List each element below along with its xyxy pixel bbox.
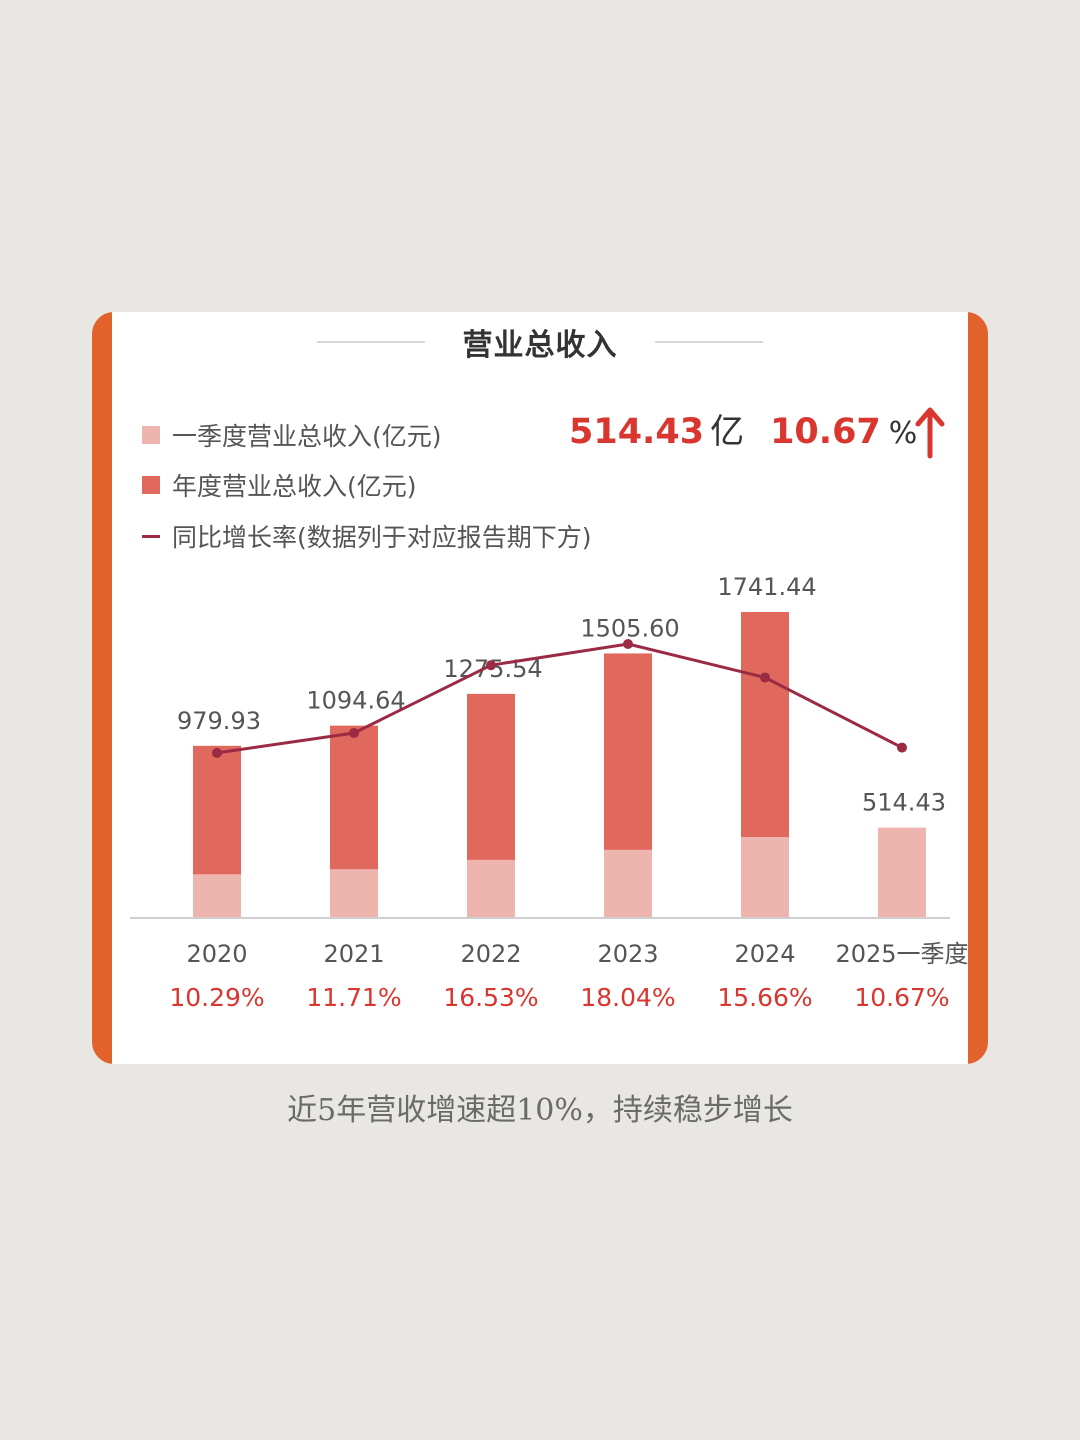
legend-item-growth: 同比增长率(数据列于对应报告期下方) xyxy=(142,518,592,554)
revenue-chart: 979.931094.641275.541505.601741.44514.43… xyxy=(130,573,968,1012)
headline-summary: 514.43 亿 10.67 % xyxy=(569,404,917,452)
growth-point-2023 xyxy=(623,639,633,649)
growth-label-2022: 16.53% xyxy=(443,983,538,1012)
bar-q1-2021 xyxy=(330,869,378,918)
growth-point-2022 xyxy=(486,660,496,671)
headline-pct-unit: % xyxy=(888,416,918,451)
chart-card-body: 营业总收入 一季度营业总收入(亿元) 年度营业总收入(亿元) 同比增长率(数据列… xyxy=(112,312,968,1064)
growth-label-2025一季度: 10.67% xyxy=(854,983,949,1012)
growth-point-2025一季度 xyxy=(897,742,907,753)
x-label-2025一季度: 2025一季度 xyxy=(835,940,968,968)
legend-swatch-q1 xyxy=(142,426,160,444)
x-label-2024: 2024 xyxy=(734,940,795,968)
x-label-2020: 2020 xyxy=(186,940,247,968)
bar-q1-2020 xyxy=(193,874,241,918)
legend-item-annual: 年度营业总收入(亿元) xyxy=(142,467,417,503)
up-arrow-icon xyxy=(915,407,945,459)
value-label-2020: 979.93 xyxy=(177,707,261,735)
bar-q1-2024 xyxy=(741,836,789,918)
headline-value-unit: 亿 xyxy=(710,412,745,452)
x-label-2022: 2022 xyxy=(460,940,521,968)
growth-point-2024 xyxy=(760,672,770,683)
chart-card: 营业总收入 一季度营业总收入(亿元) 年度营业总收入(亿元) 同比增长率(数据列… xyxy=(92,312,988,1064)
bar-q1-2022 xyxy=(467,859,515,918)
value-label-2021: 1094.64 xyxy=(306,687,405,715)
value-label-2023: 1505.60 xyxy=(580,614,679,642)
legend-swatch-annual xyxy=(142,476,160,494)
caption: 近5年营收增速超10%，持续稳步增长 xyxy=(287,1093,793,1128)
value-label-2024: 1741.44 xyxy=(717,573,816,601)
growth-label-2023: 18.04% xyxy=(580,983,675,1012)
title-divider-right xyxy=(655,341,763,343)
chart-title: 营业总收入 xyxy=(462,328,618,363)
legend-label-q1: 一季度营业总收入(亿元) xyxy=(172,422,442,451)
x-label-2023: 2023 xyxy=(597,940,658,968)
legend-label-annual: 年度营业总收入(亿元) xyxy=(172,472,417,501)
growth-point-2021 xyxy=(349,727,359,738)
legend-item-q1: 一季度营业总收入(亿元) xyxy=(142,417,442,453)
growth-point-2020 xyxy=(212,747,222,758)
headline-value: 514.43 xyxy=(569,412,705,452)
growth-label-2020: 10.29% xyxy=(169,983,264,1012)
legend-swatch-growth xyxy=(142,534,160,538)
x-label-2021: 2021 xyxy=(323,940,384,968)
title-divider-left xyxy=(317,341,425,343)
headline-pct: 10.67 xyxy=(770,412,881,452)
bar-q1-2023 xyxy=(604,849,652,918)
value-label-2025一季度: 514.43 xyxy=(862,789,946,817)
growth-rate-line xyxy=(216,642,903,755)
growth-label-2021: 11.71% xyxy=(306,983,401,1012)
legend-label-growth: 同比增长率(数据列于对应报告期下方) xyxy=(172,523,592,552)
bar-q1-2025一季度 xyxy=(878,827,926,918)
growth-label-2024: 15.66% xyxy=(717,983,812,1012)
